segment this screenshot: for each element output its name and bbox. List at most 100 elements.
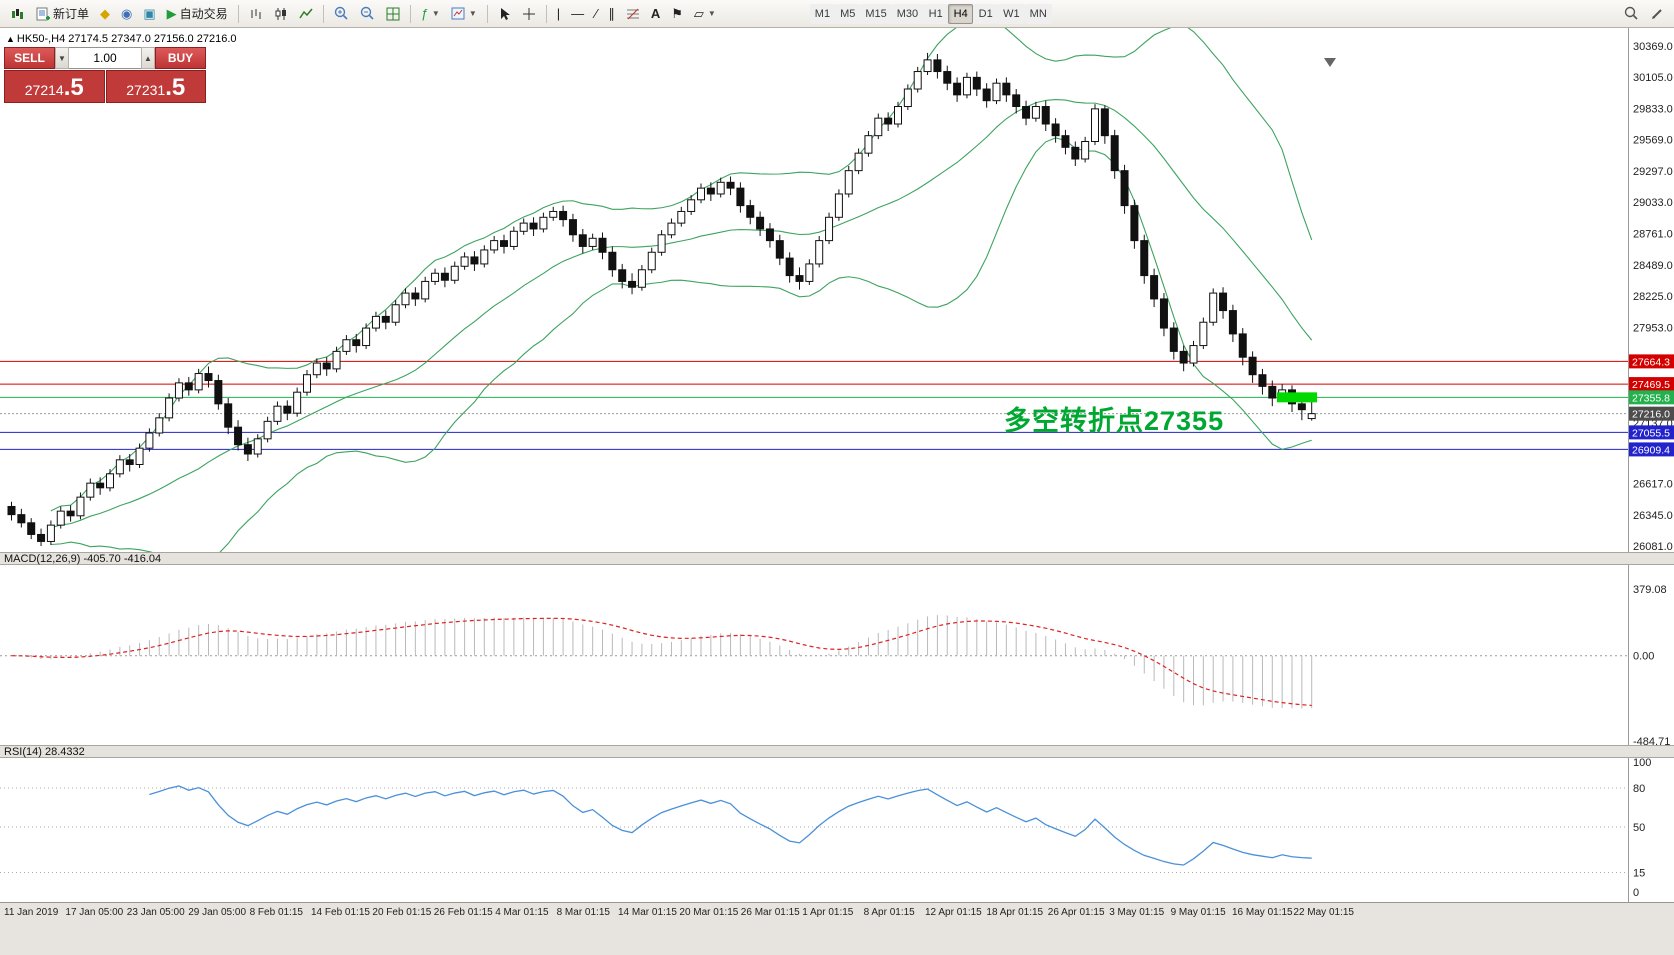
- vertical-line-tool[interactable]: |: [552, 3, 565, 24]
- autotrade-button[interactable]: ▶ 自动交易: [162, 3, 233, 24]
- tile-windows-button[interactable]: [381, 3, 405, 24]
- timeframe-w1-button[interactable]: W1: [998, 4, 1025, 24]
- timeframe-h4-button[interactable]: H4: [948, 4, 973, 24]
- candle-body: [885, 118, 892, 124]
- channel-tool[interactable]: ∥: [603, 3, 620, 24]
- time-axis-label: 14 Feb 01:15: [311, 907, 370, 918]
- candle-body: [1210, 293, 1217, 322]
- rsi-axis-label: 0: [1633, 887, 1639, 899]
- candle-body: [422, 281, 429, 298]
- trendline-tool[interactable]: ∕: [590, 3, 602, 24]
- sell-button[interactable]: SELL: [4, 47, 55, 69]
- play-icon: ▶: [167, 7, 177, 20]
- candle-body: [412, 293, 419, 299]
- candlestick-chart-button[interactable]: [269, 3, 293, 24]
- candle-body: [1062, 136, 1069, 148]
- chart-symbol-header: ▲HK50-,H4 27174.5 27347.0 27156.0 27216.…: [6, 33, 237, 45]
- timeframe-m5-button[interactable]: M5: [835, 4, 860, 24]
- new-chart-button[interactable]: ▼: [446, 3, 482, 24]
- candle-body: [195, 374, 202, 390]
- macd-axis-label: 0.00: [1633, 651, 1654, 663]
- candle-body: [855, 153, 862, 170]
- terminal-icon[interactable]: ▣: [138, 3, 160, 24]
- navigator-icon[interactable]: ◉: [116, 3, 137, 24]
- price-axis-label: 29833.0: [1633, 104, 1673, 116]
- candle-body: [619, 270, 626, 282]
- macd-panel-separator[interactable]: MACD(12,26,9) -405.70 -416.04: [0, 552, 1674, 565]
- candlestick-chart-icon: [274, 7, 288, 21]
- candle-body: [471, 257, 478, 264]
- text-icon: A: [651, 7, 660, 20]
- zoom-in-button[interactable]: [329, 3, 354, 24]
- toolbar-separator: [238, 5, 239, 23]
- timeframe-mn-button[interactable]: MN: [1025, 4, 1052, 24]
- candle-body: [806, 264, 813, 281]
- shapes-tool[interactable]: ▱▼: [689, 3, 721, 24]
- candle-body: [1308, 414, 1315, 419]
- indicators-button[interactable]: ƒ▼: [416, 3, 445, 24]
- candle-body: [678, 211, 685, 223]
- timeframe-h1-button[interactable]: H1: [923, 4, 948, 24]
- candle-body: [1151, 276, 1158, 299]
- toolbar-overflow-button[interactable]: [1645, 3, 1669, 24]
- candle-body: [28, 523, 35, 535]
- zoom-in-icon: [334, 6, 349, 21]
- volume-increase-button[interactable]: ▲: [141, 47, 155, 69]
- timeframe-m1-button[interactable]: M1: [810, 4, 835, 24]
- bar-chart-button[interactable]: [244, 3, 268, 24]
- candle-body: [235, 427, 242, 444]
- price-lines-layer: [0, 361, 1628, 449]
- candle-body: [1111, 136, 1118, 171]
- buy-button[interactable]: BUY: [155, 47, 206, 69]
- symbol-marker-icon: ▲: [6, 34, 15, 44]
- chart-window-icon[interactable]: [5, 3, 30, 24]
- candle-body: [1180, 351, 1187, 363]
- sell-price-display[interactable]: 27214.5: [4, 70, 105, 103]
- horizontal-line-tool[interactable]: —: [566, 3, 589, 24]
- vline-icon: |: [557, 7, 560, 20]
- time-axis-label: 26 Feb 01:15: [434, 907, 493, 918]
- candle-body: [826, 217, 833, 240]
- price-axis-label: 28489.0: [1633, 260, 1673, 272]
- price-chart[interactable]: 30369.030105.029833.029569.029297.029033…: [0, 28, 1674, 552]
- search-button[interactable]: [1619, 3, 1644, 24]
- chevron-down-icon: ▼: [469, 9, 477, 18]
- candle-body: [609, 252, 616, 269]
- candle-body: [875, 118, 882, 135]
- rsi-axis-label: 15: [1633, 868, 1645, 880]
- candle-body: [569, 220, 576, 235]
- new-order-button[interactable]: 新订单: [31, 3, 94, 24]
- price-axis[interactable]: 30369.030105.029833.029569.029297.029033…: [1629, 28, 1674, 552]
- zoom-out-button[interactable]: [355, 3, 380, 24]
- fibonacci-tool[interactable]: [621, 3, 645, 24]
- candle-body: [67, 511, 74, 516]
- candle-body: [1101, 109, 1108, 136]
- volume-decrease-button[interactable]: ▼: [55, 47, 69, 69]
- volume-input[interactable]: [69, 48, 141, 68]
- text-tool[interactable]: A: [646, 3, 665, 24]
- search-icon: [1624, 6, 1639, 21]
- timeframe-d1-button[interactable]: D1: [973, 4, 998, 24]
- macd-panel[interactable]: 379.080.00-484.71: [0, 565, 1674, 745]
- candle-body: [1121, 171, 1128, 206]
- chart-shift-icon[interactable]: [1324, 58, 1336, 67]
- candle-body: [983, 89, 990, 101]
- label-tool[interactable]: ⚑: [666, 3, 688, 24]
- pivot-highlight-marker[interactable]: [1277, 392, 1317, 402]
- crosshair-tool-button[interactable]: [517, 3, 541, 24]
- buy-price-display[interactable]: 27231.5: [106, 70, 207, 103]
- time-axis-label: 8 Mar 01:15: [557, 907, 610, 918]
- macd-axis-label: -484.71: [1633, 736, 1670, 745]
- cursor-tool-button[interactable]: [493, 3, 516, 24]
- candle-body: [648, 252, 655, 269]
- timeframe-m30-button[interactable]: M30: [892, 4, 923, 24]
- timeframe-m15-button[interactable]: M15: [860, 4, 891, 24]
- bar-chart-icon: [249, 7, 263, 21]
- rsi-panel-separator[interactable]: RSI(14) 28.4332: [0, 745, 1674, 758]
- line-chart-button[interactable]: [294, 3, 318, 24]
- market-watch-icon[interactable]: ◆: [95, 3, 115, 24]
- new-chart-icon: [451, 7, 465, 20]
